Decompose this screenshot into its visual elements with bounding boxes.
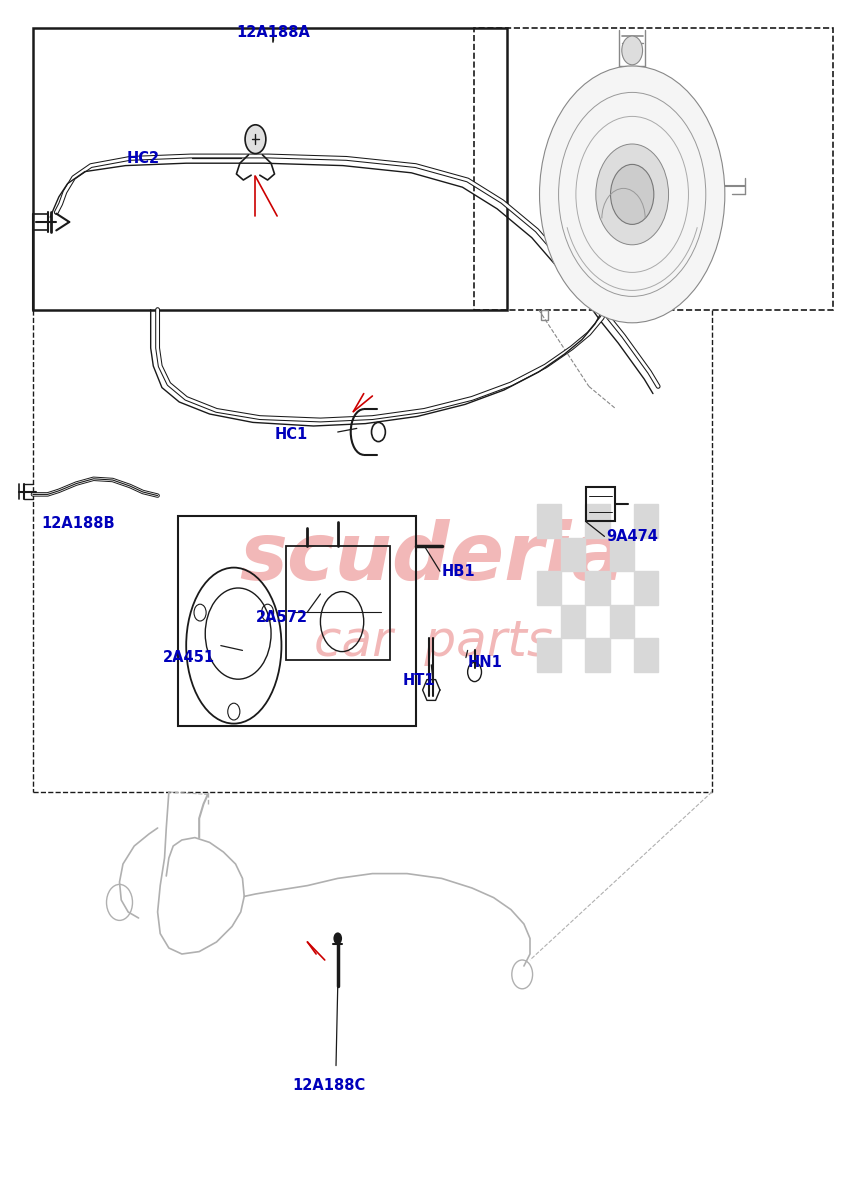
Bar xyxy=(537,638,561,672)
Text: 2A572: 2A572 xyxy=(255,611,307,625)
Bar xyxy=(537,571,561,605)
Bar xyxy=(610,605,634,638)
Text: 9A474: 9A474 xyxy=(606,529,658,544)
Text: HN1: HN1 xyxy=(468,655,502,670)
Text: 2A451: 2A451 xyxy=(163,650,215,665)
Bar xyxy=(541,310,548,320)
Bar xyxy=(178,516,416,726)
Bar xyxy=(585,571,610,605)
Bar xyxy=(610,538,634,571)
Circle shape xyxy=(611,164,654,224)
Bar xyxy=(474,28,833,310)
Text: HB1: HB1 xyxy=(442,564,475,578)
Text: HT1: HT1 xyxy=(403,673,436,688)
Circle shape xyxy=(245,125,266,154)
Circle shape xyxy=(596,144,669,245)
Bar xyxy=(586,487,615,521)
Bar xyxy=(561,538,585,571)
Bar xyxy=(561,605,585,638)
Circle shape xyxy=(540,66,725,323)
Bar xyxy=(634,571,658,605)
Text: scuderia: scuderia xyxy=(240,518,626,596)
Circle shape xyxy=(333,932,342,944)
Bar xyxy=(537,504,561,538)
Bar xyxy=(585,638,610,672)
Bar xyxy=(634,638,658,672)
Bar xyxy=(286,546,390,660)
Text: HC1: HC1 xyxy=(275,427,307,442)
Text: 12A188C: 12A188C xyxy=(293,1078,365,1092)
Text: 12A188A: 12A188A xyxy=(236,25,310,40)
Text: HC2: HC2 xyxy=(127,151,160,166)
Text: car  parts: car parts xyxy=(313,618,553,666)
Bar xyxy=(634,504,658,538)
Bar xyxy=(585,504,610,538)
Bar xyxy=(33,28,507,310)
Circle shape xyxy=(622,36,643,65)
Text: 12A188B: 12A188B xyxy=(42,516,115,530)
